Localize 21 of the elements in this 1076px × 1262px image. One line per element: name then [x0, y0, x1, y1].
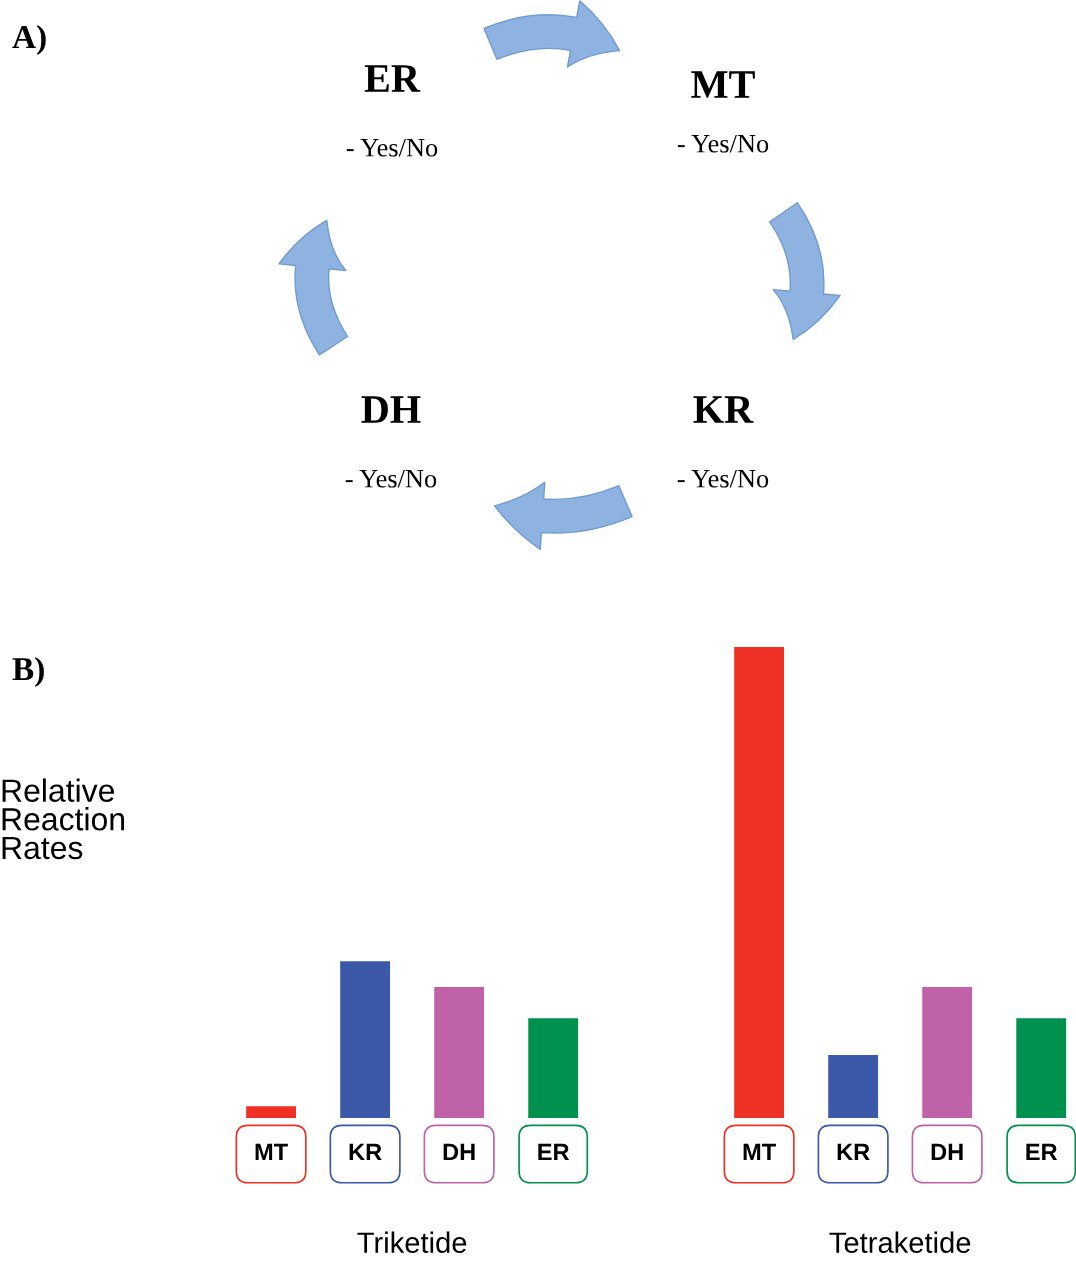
text: DH: [361, 396, 421, 423]
text: MT: [691, 71, 755, 98]
text: - Yes/No: [677, 469, 769, 488]
y-axis-title: Relative Reaction Rates: [2, 778, 124, 860]
x-tick-label: DH: [443, 1143, 475, 1161]
x-tick-label: ER: [1026, 1143, 1058, 1161]
text: Triketide: [357, 1231, 467, 1253]
text: ER: [364, 65, 421, 92]
text: Tetraketide: [829, 1231, 971, 1253]
x-tick-label: ER: [538, 1143, 570, 1161]
text: - Yes/No: [677, 134, 769, 153]
x-tick-label: DH: [931, 1143, 963, 1161]
x-tick-label: MT: [255, 1143, 288, 1161]
chart-title: B): [12, 656, 44, 688]
x-tick-label: MT: [743, 1143, 776, 1161]
x-tick-label: KR: [349, 1143, 382, 1161]
text: - Yes/No: [346, 138, 438, 157]
text: - Yes/No: [345, 469, 437, 488]
text: KR: [693, 396, 754, 423]
text: A): [12, 24, 46, 56]
x-tick-label: KR: [837, 1143, 870, 1161]
